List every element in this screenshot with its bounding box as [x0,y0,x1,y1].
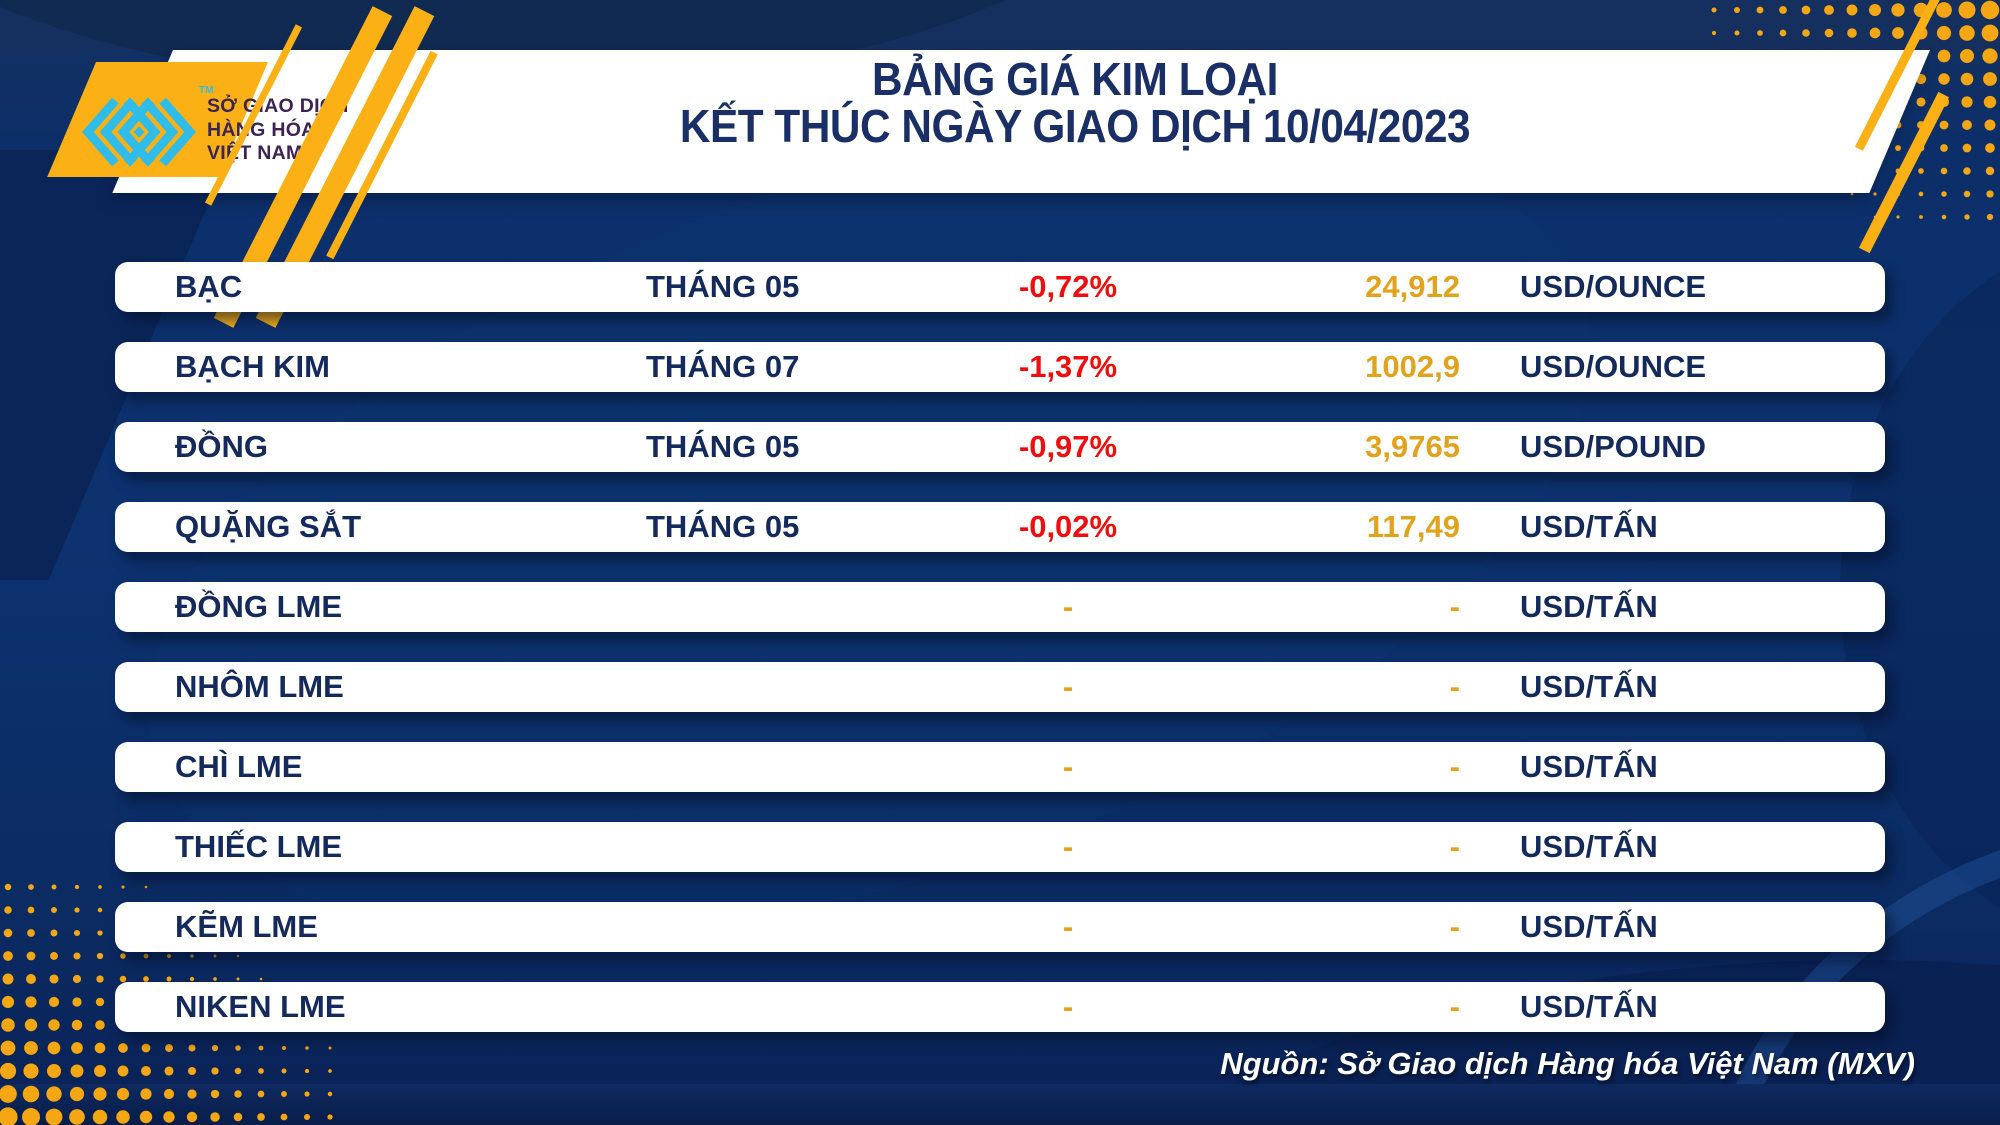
table-row: THIẾC LME - - USD/TẤN [115,822,1885,872]
price-unit: USD/TẤN [1520,829,1658,864]
commodity-name: KẼM LME [175,909,318,944]
title-line-2: KẾT THÚC NGÀY GIAO DỊCH 10/04/2023 [679,100,1471,152]
price-value: - [1449,589,1460,624]
change-percent: - [1062,749,1074,784]
price-unit: USD/OUNCE [1520,269,1707,304]
price-value: 117,49 [1366,509,1460,544]
change-percent: -0,97% [1018,429,1118,464]
halftone-dots-bottom-left [0,883,333,1125]
source-credit: Nguồn: Sở Giao dịch Hàng hóa Việt Nam (M… [1220,1046,1915,1081]
table-row: ĐỒNG LME - - USD/TẤN [115,582,1885,632]
price-value: - [1449,829,1460,864]
title-line-1: BẢNG GIÁ KIM LOẠI [872,53,1278,105]
change-percent: - [1062,669,1074,704]
price-table: BẠC THÁNG 05 -0,72% 24,912 USD/OUNCE BẠC… [115,262,1885,1032]
contract-month: THÁNG 05 [646,269,800,304]
contract-month: THÁNG 07 [646,349,800,384]
table-row: BẠCH KIM THÁNG 07 -1,37% 1002,9 USD/OUNC… [115,342,1885,392]
change-percent: - [1062,829,1074,864]
price-unit: USD/TẤN [1520,509,1658,544]
contract-month: THÁNG 05 [646,429,800,464]
price-unit: USD/POUND [1520,429,1707,464]
commodity-name: NHÔM LME [175,669,344,704]
price-value: 3,9765 [1365,429,1460,464]
bottom-band-decor [0,1084,2000,1125]
price-value: 1002,9 [1365,349,1460,384]
change-percent: - [1062,909,1074,944]
logo-line-2: HÀNG HÓA [207,118,316,141]
table-row: QUẶNG SẮT THÁNG 05 -0,02% 117,49 USD/TẤN [115,502,1885,552]
mxv-logo-icon [81,97,197,167]
price-value: - [1449,909,1460,944]
commodity-name: BẠC [175,269,243,304]
table-row: KẼM LME - - USD/TẤN [115,902,1885,952]
table-row: CHÌ LME - - USD/TẤN [115,742,1885,792]
price-unit: USD/TẤN [1520,749,1658,784]
commodity-name: ĐỒNG LME [175,589,343,624]
price-value: 24,912 [1365,269,1460,304]
logo-wordmark: SỞ GIAO DỊCH HÀNG HÓA VIỆT NAM [207,95,349,166]
table-row: BẠC THÁNG 05 -0,72% 24,912 USD/OUNCE [115,262,1885,312]
price-unit: USD/TẤN [1520,989,1658,1024]
commodity-name: BẠCH KIM [175,349,330,384]
table-row: NHÔM LME - - USD/TẤN [115,662,1885,712]
table-row: ĐỒNG THÁNG 05 -0,97% 3,9765 USD/POUND [115,422,1885,472]
commodity-name: CHÌ LME [175,749,303,784]
commodity-name: THIẾC LME [175,829,343,864]
price-value: - [1449,749,1460,784]
commodity-name: QUẶNG SẮT [175,509,361,544]
price-value: - [1449,989,1460,1024]
trademark-symbol: TM [199,85,214,96]
change-percent: - [1062,989,1074,1024]
change-percent: -1,37% [1018,349,1118,384]
logo-line-1: SỞ GIAO DỊCH [207,95,349,117]
page-title: BẢNG GIÁ KIM LOẠI KẾT THÚC NGÀY GIAO DỊC… [546,56,1604,150]
change-percent: -0,72% [1018,269,1118,304]
table-row: NIKEN LME - - USD/TẤN [115,982,1885,1032]
price-unit: USD/TẤN [1520,589,1658,624]
price-unit: USD/OUNCE [1520,349,1707,384]
price-unit: USD/TẤN [1520,909,1658,944]
change-percent: - [1062,589,1074,624]
commodity-name: NIKEN LME [175,989,346,1024]
contract-month: THÁNG 05 [646,509,800,544]
commodity-name: ĐỒNG [175,429,268,464]
change-percent: -0,02% [1018,509,1118,544]
price-value: - [1449,669,1460,704]
price-unit: USD/TẤN [1520,669,1658,704]
